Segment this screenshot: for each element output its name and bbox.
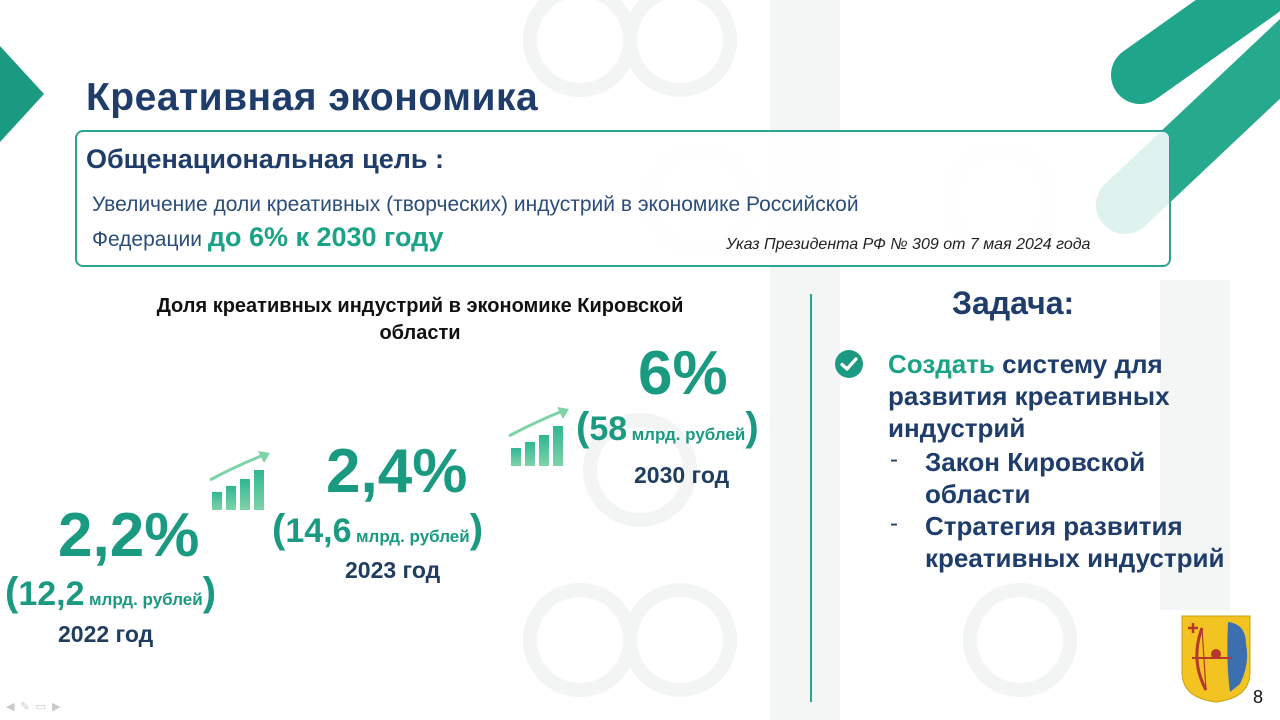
task-heading: Задача: <box>952 285 1075 321</box>
task-lead-accent: Создать <box>888 349 995 379</box>
slide-title: Креативная экономика <box>86 76 539 119</box>
goal-target: до 6% к 2030 году <box>207 222 444 252</box>
milestone-2023-amount: (14,6 млрд. рублей) <box>272 507 484 551</box>
milestone-2023-year: 2023 год <box>345 557 441 583</box>
milestone-2030-amount: (58 млрд. рублей) <box>576 405 759 449</box>
task-item-2: Стратегия развития креативных индустрий <box>925 511 1225 573</box>
milestone-2022-amount: (12,2 млрд. рублей) <box>5 570 217 614</box>
goal-text-line1: Увеличение доли креативных (творческих) … <box>92 193 859 216</box>
slides-icon[interactable]: ▭ <box>35 701 53 713</box>
goal-text-prefix: Федерации <box>92 228 208 251</box>
milestone-2023-amount-value: 14,6 <box>285 512 352 550</box>
goal-text-line2: Федерации до 6% к 2030 году <box>92 222 444 253</box>
milestone-2030-unit: млрд. рублей <box>631 425 746 444</box>
corner-triangle-left <box>0 46 44 142</box>
playback-controls[interactable]: ◀✎▭▶ <box>6 700 67 713</box>
bar-chart-growth-icon <box>209 451 270 510</box>
chart-title: Доля креативных индустрий в экономике Ки… <box>156 295 684 344</box>
check-circle-icon <box>835 350 863 378</box>
corner-stripe-top <box>1111 0 1280 104</box>
arrow-left-icon[interactable]: ◀ <box>6 701 21 713</box>
arrow-right-icon[interactable]: ▶ <box>52 701 67 713</box>
task-item-1-dash: - <box>890 446 898 473</box>
page-number: 8 <box>1253 687 1264 707</box>
milestone-2023-unit: млрд. рублей <box>355 527 470 546</box>
goal-heading: Общенациональная цель : <box>86 144 445 174</box>
milestone-2022-unit: млрд. рублей <box>88 590 203 609</box>
task-lead: Создать систему для развития креативных … <box>888 348 1268 444</box>
milestone-2023-percent: 2,4% <box>326 437 468 506</box>
coat-of-arms-logo <box>1181 615 1251 703</box>
bar-chart-growth-icon <box>508 407 569 466</box>
decree-reference: Указ Президента РФ № 309 от 7 мая 2024 г… <box>726 236 1091 253</box>
task-lead-rest: систему для развития креативных индустри… <box>888 349 1170 443</box>
task-item-1: Закон Кировской области <box>925 447 1146 509</box>
task-item-2-dash: - <box>890 510 898 537</box>
pen-icon[interactable]: ✎ <box>20 701 36 713</box>
milestone-2022-percent: 2,2% <box>58 501 200 570</box>
milestone-2030-year: 2030 год <box>634 462 730 488</box>
milestone-2022-year: 2022 год <box>58 621 154 647</box>
milestone-2030-percent: 6% <box>638 339 728 408</box>
milestone-2022-amount-value: 12,2 <box>18 575 85 613</box>
goal-box <box>75 130 1171 267</box>
milestone-2030-amount-value: 58 <box>589 410 628 448</box>
vertical-divider <box>810 294 812 702</box>
